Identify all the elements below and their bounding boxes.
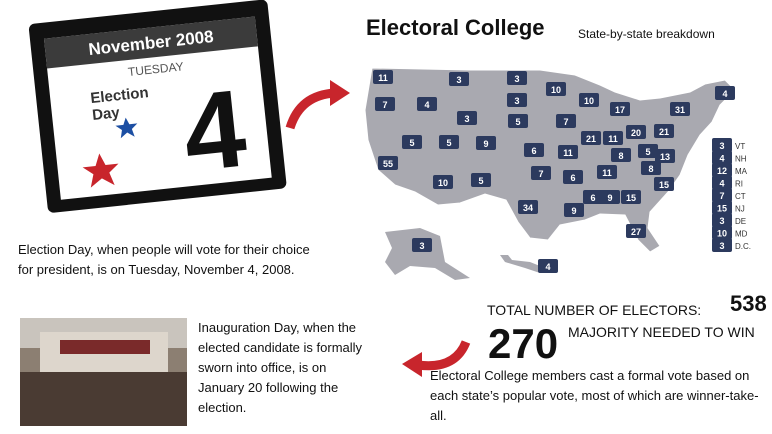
- state-abbr: D.C.: [735, 242, 751, 251]
- elector-count: 55: [383, 159, 393, 169]
- elector-count: 21: [586, 134, 596, 144]
- state-abbr: RI: [735, 180, 743, 189]
- elector-count: 9: [607, 193, 612, 203]
- flags: [60, 340, 150, 354]
- elector-count: 12: [717, 166, 727, 176]
- elector-count: 6: [531, 146, 536, 156]
- elector-count: 6: [570, 173, 575, 183]
- elector-count: 31: [675, 105, 685, 115]
- election-caption: Election Day, when people will vote for …: [18, 240, 318, 280]
- elector-count: 8: [648, 164, 653, 174]
- state-abbr: CT: [735, 192, 746, 201]
- majority-label: MAJORITY NEEDED TO WIN: [568, 322, 755, 342]
- inauguration-photo: [20, 318, 187, 426]
- elector-count: 7: [538, 169, 543, 179]
- elector-count: 10: [717, 229, 727, 239]
- elector-count: 10: [551, 85, 561, 95]
- state-abbr: DE: [735, 217, 746, 226]
- elector-count: 5: [409, 138, 414, 148]
- elector-count: 15: [717, 204, 727, 214]
- elector-count: 17: [615, 105, 625, 115]
- elector-count: 5: [515, 117, 520, 127]
- elector-count: 4: [719, 179, 724, 189]
- state-abbr: MD: [735, 230, 748, 239]
- arrow: [418, 342, 466, 366]
- elector-count: 34: [523, 203, 533, 213]
- elector-count: 9: [483, 139, 488, 149]
- elector-count: 10: [584, 96, 594, 106]
- majority-number: 270: [488, 322, 558, 366]
- elector-count: 3: [456, 75, 461, 85]
- elector-count: 27: [631, 227, 641, 237]
- elector-count: 21: [659, 127, 669, 137]
- elector-count: 4: [719, 154, 724, 164]
- inauguration-caption: Inauguration Day, when the elected candi…: [198, 318, 370, 418]
- elector-count: 7: [719, 191, 724, 201]
- elector-count: 8: [618, 151, 623, 161]
- elector-count: 3: [514, 74, 519, 84]
- elector-count: 4: [545, 262, 550, 272]
- arrow-head: [330, 80, 350, 106]
- elector-count: 3: [719, 141, 724, 151]
- elector-count: 6: [590, 193, 595, 203]
- elector-count: 9: [571, 206, 576, 216]
- elector-count: 10: [438, 178, 448, 188]
- elector-count: 20: [631, 128, 641, 138]
- calendar-label: Election Day: [90, 82, 173, 124]
- calendar-day: 4: [178, 67, 252, 196]
- elector-count: 3: [719, 216, 724, 226]
- elector-count: 11: [563, 148, 573, 158]
- calendar-label-box: Election Day: [90, 82, 174, 134]
- map-subtitle: State-by-state breakdown: [578, 24, 715, 44]
- totals-label: TOTAL NUMBER OF ELECTORS:: [487, 300, 701, 320]
- arrow-head: [402, 352, 422, 377]
- infographic: November 2008 TUESDAY 4 Election Day 117…: [0, 0, 772, 434]
- state-abbr: MA: [735, 167, 748, 176]
- elector-count: 3: [719, 241, 724, 251]
- elector-count: 5: [478, 176, 483, 186]
- elector-count: 3: [464, 114, 469, 124]
- elector-count: 15: [659, 180, 669, 190]
- elector-count: 4: [424, 100, 429, 110]
- elector-count: 13: [660, 152, 670, 162]
- arrow: [290, 93, 335, 128]
- crowd: [20, 372, 187, 426]
- elector-count: 5: [446, 138, 451, 148]
- elector-count: 5: [645, 147, 650, 157]
- state-abbr: NH: [735, 155, 747, 164]
- elector-count: 3: [514, 96, 519, 106]
- state-abbr: NJ: [735, 205, 745, 214]
- elector-count: 11: [608, 134, 618, 144]
- map-title: Electoral College: [366, 18, 545, 38]
- electoral-note: Electoral College members cast a formal …: [430, 366, 760, 426]
- alaska: [385, 228, 470, 280]
- elector-count: 4: [722, 89, 727, 99]
- total-electors: 538: [730, 294, 767, 314]
- elector-count: 11: [378, 73, 388, 83]
- elector-count: 7: [563, 117, 568, 127]
- elector-count: 11: [602, 168, 612, 178]
- elector-count: 15: [626, 193, 636, 203]
- elector-count: 7: [382, 100, 387, 110]
- state-abbr: VT: [735, 142, 745, 151]
- elector-count: 3: [419, 241, 424, 251]
